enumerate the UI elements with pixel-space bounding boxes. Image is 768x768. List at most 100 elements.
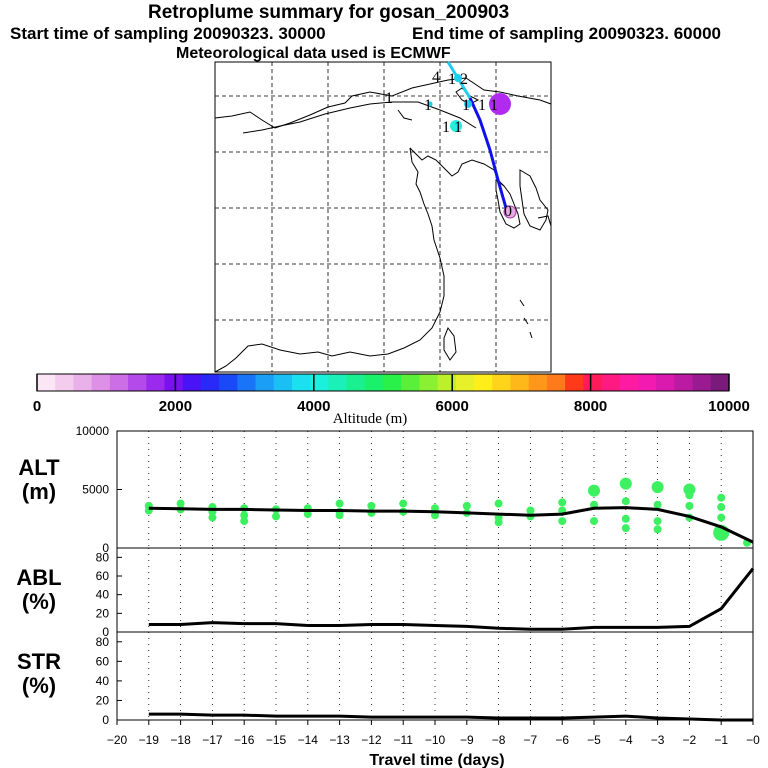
altitude-scatter-point xyxy=(494,499,503,508)
colorbar-tick-label: 0 xyxy=(33,398,41,415)
x-tick-label: −9 xyxy=(460,733,474,747)
x-tick-label: −3 xyxy=(651,733,665,747)
x-tick-label: −12 xyxy=(361,733,382,747)
colorbar-swatch xyxy=(328,374,348,391)
colorbar-swatch xyxy=(510,374,530,391)
colorbar-swatch xyxy=(528,374,548,391)
map-day-marker: 1 xyxy=(424,97,432,114)
start-time-label: Start time of sampling 20090323. 30000 xyxy=(10,24,326,43)
plume-dot-large xyxy=(489,93,511,115)
y-tick-label: 20 xyxy=(96,606,110,620)
altitude-scatter-point xyxy=(653,517,662,526)
x-tick-label: −5 xyxy=(587,733,601,747)
altitude-scatter-point xyxy=(526,506,535,515)
altitude-scatter-point xyxy=(558,498,567,507)
x-tick-label: −2 xyxy=(683,733,697,747)
x-tick-label: −11 xyxy=(393,733,413,747)
colorbar-swatch xyxy=(109,374,129,391)
altitude-scatter-point xyxy=(588,484,600,497)
x-tick-label: −4 xyxy=(619,733,633,747)
colorbar-swatch xyxy=(692,374,712,391)
abl-row-label: ABL (%) xyxy=(4,566,74,614)
colorbar-swatch xyxy=(310,374,329,391)
colorbar-swatch xyxy=(182,374,202,391)
colorbar-swatch xyxy=(273,374,293,391)
y-tick-label: 0 xyxy=(102,713,109,727)
x-tick-label: −6 xyxy=(555,733,569,747)
colorbar-swatch xyxy=(219,374,238,391)
x-tick-label: −8 xyxy=(492,733,506,747)
map-day-marker: 1 2 xyxy=(448,71,468,88)
colorbar-swatch xyxy=(474,374,493,391)
altitude-scatter-point xyxy=(176,499,185,508)
alt-title: ALT xyxy=(18,455,60,480)
x-axis-label: Travel time (days) xyxy=(369,752,504,768)
colorbar-swatch xyxy=(55,374,74,391)
altitude-colorbar: 0 2000 4000 6000 8000 10000 xyxy=(33,373,750,415)
panel-frame xyxy=(116,631,754,721)
altitude-scatter-point xyxy=(272,512,280,521)
altitude-scatter-point xyxy=(653,500,662,509)
x-tick-label: −15 xyxy=(266,733,287,747)
altitude-scatter-point xyxy=(335,511,344,520)
colorbar-swatch xyxy=(637,374,657,391)
altitude-scatter-point xyxy=(240,517,249,526)
colorbar-swatch xyxy=(73,374,93,391)
colorbar-tick-label: 6000 xyxy=(436,398,469,415)
colorbar-tick-label: 2000 xyxy=(159,398,192,415)
altitude-scatter-point xyxy=(653,525,662,534)
colorbar-swatch xyxy=(619,374,639,391)
y-tick-label: 10000 xyxy=(76,424,110,438)
altitude-scatter-point xyxy=(619,477,632,490)
x-tick-label: −0 xyxy=(746,733,760,747)
trajectory-recent-segment xyxy=(468,97,508,209)
map-day-marker: 1 1 xyxy=(478,97,498,114)
altitude-scatter-point xyxy=(621,514,630,523)
altitude-scatter-point xyxy=(367,501,376,510)
x-tick-label: −7 xyxy=(524,733,538,747)
colorbar-swatch xyxy=(364,374,384,391)
series-line-abl xyxy=(148,567,755,631)
altitude-scatter-point xyxy=(717,493,726,502)
abl-unit: (%) xyxy=(21,589,57,614)
str-unit: (%) xyxy=(21,673,57,698)
plume-dot-mid xyxy=(450,120,462,132)
altitude-scatter-point xyxy=(558,517,567,526)
altitude-scatter-point xyxy=(651,481,664,494)
x-tick-label: −18 xyxy=(170,733,191,747)
altitude-scatter-point xyxy=(240,511,249,520)
colorbar-swatch xyxy=(37,374,56,391)
plume-dot-top xyxy=(454,74,462,82)
colorbar-swatch xyxy=(583,374,603,391)
colorbar-swatch xyxy=(128,374,147,391)
y-tick-label: 60 xyxy=(96,569,110,583)
map-day-marker: 1 1 xyxy=(442,119,462,136)
altitude-scatter-point xyxy=(685,491,694,500)
x-tick-label: −1 xyxy=(714,733,728,747)
y-tick-label: 40 xyxy=(96,588,110,602)
colorbar-swatch xyxy=(710,374,730,391)
map-trajectory xyxy=(427,61,517,219)
x-tick-label: −17 xyxy=(202,733,223,747)
map-day-marker: 0 xyxy=(504,203,512,220)
alt-unit: (m) xyxy=(21,479,57,504)
colorbar-swatch xyxy=(455,374,475,391)
altitude-scatter-point xyxy=(621,524,630,533)
alt-row-label: ALT (m) xyxy=(4,456,74,504)
str-row-label: STR (%) xyxy=(4,650,74,698)
x-tick-label: −19 xyxy=(139,733,160,747)
map-day-marker: 1 xyxy=(462,97,470,114)
panel-abl: 0 20 40 60 80 xyxy=(96,547,755,639)
colorbar-tick-label: 4000 xyxy=(297,398,330,415)
y-tick-label: 80 xyxy=(96,550,110,564)
colorbar-swatch xyxy=(91,374,111,391)
colorbar-swatch xyxy=(200,374,220,391)
altitude-scatter-point xyxy=(717,513,726,522)
colorbar-swatch xyxy=(291,374,311,391)
x-tick-label: −20 xyxy=(107,733,128,747)
altitude-scatter-point xyxy=(685,501,694,510)
colorbar-swatch xyxy=(656,374,675,391)
